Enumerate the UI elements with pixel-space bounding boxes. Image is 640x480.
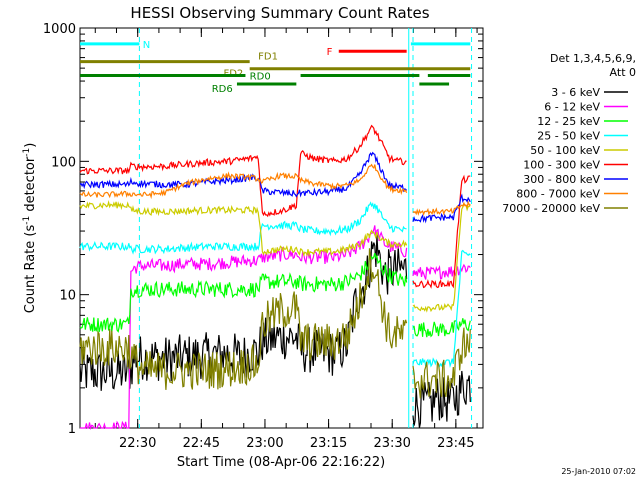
legend-label: 3 - 6 keV [551,86,600,99]
y-tick-label: 100 [51,155,76,170]
legend-label: 100 - 300 keV [523,159,600,172]
series-line-9 [79,248,471,399]
series-line-2 [80,225,471,431]
legend-label: 800 - 7000 keV [516,188,600,201]
attenuator-annotations: NFFD1FD2RD0RD6 [80,40,471,95]
x-tick-label: 23:45 [437,436,474,451]
series-line-6 [79,124,471,289]
x-tick-label: 23:30 [373,436,410,451]
legend-label: 300 - 800 keV [523,173,600,186]
series-line-1 [79,234,471,428]
x-tick-label: 22:45 [183,436,220,451]
annotation-label-f: F [327,47,333,58]
annotation-label-fd1: FD1 [258,52,278,63]
annotation-label-rd0: RD0 [250,72,271,83]
x-axis-label: Start Time (08-Apr-06 22:16:22) [177,455,385,470]
legend: Det 1,3,4,5,6,9, Att 0 3 - 6 keV 6 - 12 k… [502,52,636,215]
x-tick-label: 23:15 [310,436,347,451]
series-line-5 [79,199,471,313]
annotation-label-n: N [143,40,150,51]
legend-label: 12 - 25 keV [537,115,600,128]
plot-frame [79,27,484,429]
y-tick-label: 1000 [43,22,76,37]
legend-label: 25 - 50 keV [537,130,600,143]
y-tick-label: 10 [59,289,76,304]
legend-label: 6 - 12 keV [544,101,600,114]
series-lines [79,124,471,431]
legend-label: 7000 - 20000 keV [502,202,600,215]
series-line-8 [79,163,471,217]
axes: 1 10 100 1000 22:30 22:45 23:00 23:15 23:30 23:45 [43,22,483,451]
chart-title: HESSI Observing Summary Count Rates [130,4,429,22]
x-tick-label: 22:30 [119,436,156,451]
legend-header-attenuator: Att 0 [610,66,636,79]
series-line-4 [79,201,471,368]
y-axis-label: Count Rate (s-1 detector-1) [22,143,38,314]
legend-header-detectors: Det 1,3,4,5,6,9, [550,52,636,65]
x-tick-label: 23:00 [246,436,283,451]
y-tick-label: 1 [68,422,76,437]
annotation-label-rd6: RD6 [212,84,233,95]
series-line-3 [79,252,471,338]
generation-timestamp: 25-Jan-2010 07:02 [561,467,636,476]
legend-label: 50 - 100 keV [530,144,600,157]
